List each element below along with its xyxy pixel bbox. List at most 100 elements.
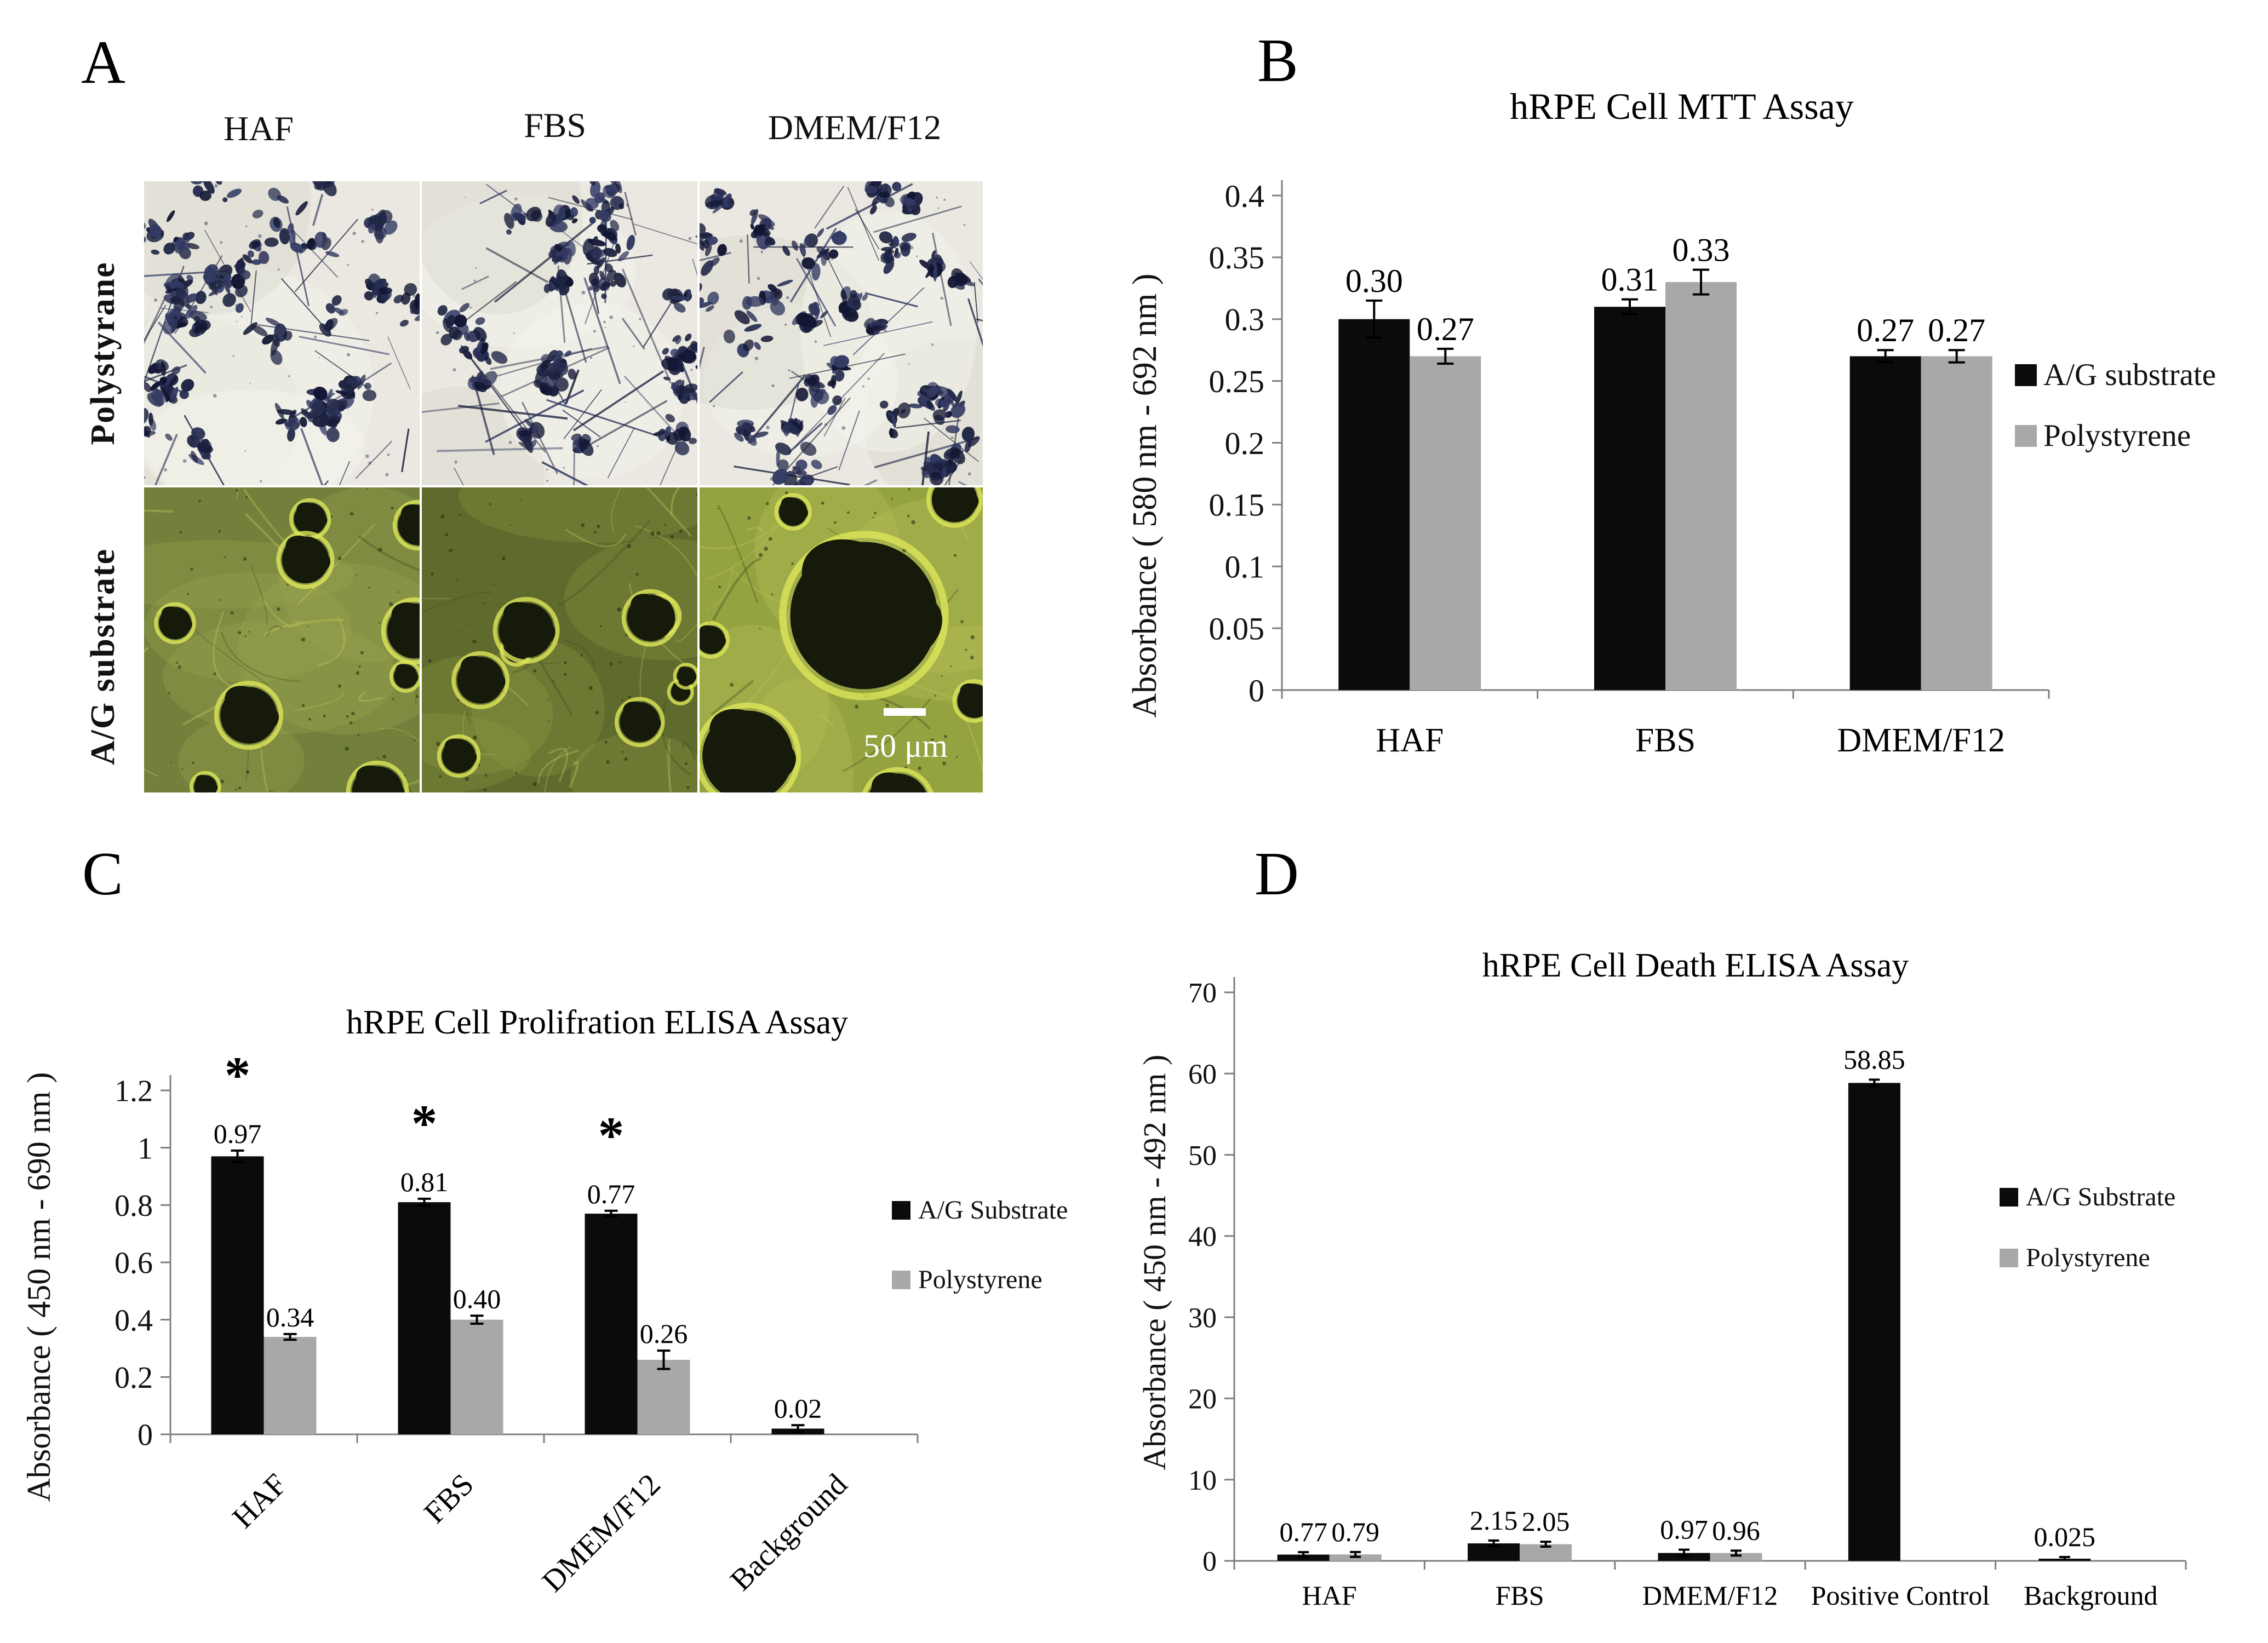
legend-label-ag-substrate: A/G Substrate	[2026, 1182, 2176, 1211]
bar-a-g-substrate-dmem-f12	[585, 1214, 638, 1434]
bar-a-g-substrate-haf	[1338, 319, 1410, 690]
bar-polystyrene-haf	[1410, 356, 1481, 690]
micrograph-polystyrene-haf	[144, 181, 420, 485]
y-tick-label: 50	[1188, 1140, 1217, 1171]
bar-value-label: 0.31	[1601, 262, 1659, 298]
bar-polystyrene-dmem-f12	[1710, 1553, 1762, 1561]
y-tick-label: 0	[1202, 1546, 1217, 1577]
y-tick-label: 0.6	[114, 1246, 153, 1280]
significance-asterisk: *	[411, 1094, 438, 1152]
bar-polystyrene-dmem-f12	[637, 1359, 690, 1434]
mtt-bar-chart: 0 0.05 0.1 0.15 0.2 0.25 0.3 0.35 0.4 0.30 0.31 0.2…	[1209, 178, 2050, 759]
bar-value-label: 58.85	[1843, 1044, 1905, 1075]
prolif-legend: A/G Substrate Polystyrene	[892, 1195, 1068, 1295]
bar-value-label: 0.81	[400, 1167, 449, 1197]
y-tick-label: 0	[1248, 673, 1264, 708]
bar-a-g-substrate-positive-control	[1848, 1083, 1900, 1561]
legend-swatch-gray	[2015, 424, 2037, 447]
y-tick-label: 0.2	[1225, 426, 1265, 461]
mtt-legend-item-polystyrene: Polystyrene	[2015, 418, 2216, 453]
legend-swatch-black	[892, 1200, 910, 1220]
bar-value-label: 0.77	[1279, 1516, 1327, 1547]
y-tick-label: 1.2	[114, 1075, 153, 1108]
y-tick-label: 70	[1188, 978, 1217, 1009]
death-legend-item-polystyrene: Polystyrene	[2000, 1243, 2175, 1273]
bar-value-label: 0.27	[1417, 311, 1474, 347]
bar-polystyrene-fbs	[450, 1319, 503, 1434]
panel-c-label: C	[82, 840, 123, 908]
bar-value-label: 0.40	[453, 1283, 501, 1314]
legend-label-polystyrene: Polystyrene	[2043, 418, 2191, 453]
death-bar-chart: 0 10 20 30 40 50 60 70 0.77 2.15 0.97 58.85 0.025 0.7…	[1188, 977, 2187, 1611]
y-tick-label: 1	[138, 1131, 153, 1165]
prolif-chart-title: hRPE Cell Prolifration ELISA Assay	[346, 1004, 849, 1041]
panel-a-column-label-haf: HAF	[223, 109, 294, 148]
legend-label-ag-substrate: A/G Substrate	[918, 1196, 1068, 1225]
bar-a-g-substrate-dmem-f12	[1849, 356, 1921, 690]
y-tick-label: 0.15	[1209, 487, 1265, 523]
bar-value-label: 0.02	[774, 1393, 822, 1423]
bar-value-label: 0.33	[1673, 232, 1730, 268]
x-category-label: DMEM/F12	[536, 1467, 667, 1599]
x-category-label: DMEM/F12	[1837, 722, 2005, 759]
panel-a-column-label-fbs: FBS	[524, 106, 586, 145]
bar-polystyrene-haf	[264, 1337, 317, 1434]
micrograph-ag-substrate-haf	[144, 487, 420, 792]
x-category-label: FBS	[1496, 1580, 1544, 1611]
y-tick-label: 0.4	[1225, 178, 1265, 214]
bar-value-label: 0.96	[1712, 1515, 1760, 1546]
scale-bar-label: 50 μm	[863, 728, 948, 764]
legend-swatch-gray	[892, 1270, 910, 1289]
y-tick-label: 0.25	[1209, 364, 1265, 399]
bar-value-label: 0.97	[1660, 1514, 1708, 1545]
mtt-chart-title: hRPE Cell MTT Assay	[1510, 85, 1854, 127]
micrograph-ag-substrate-fbs	[422, 487, 697, 792]
micrograph-ag-substrate-dmemf12	[700, 487, 983, 792]
scale-bar	[884, 708, 926, 716]
x-category-label: HAF	[1302, 1580, 1357, 1611]
legend-label-polystyrene: Polystyrene	[918, 1265, 1043, 1294]
death-chart-title: hRPE Cell Death ELISA Assay	[1482, 947, 1909, 984]
mtt-legend-item-ag: A/G substrate	[2015, 357, 2216, 393]
bar-polystyrene-fbs	[1665, 282, 1737, 690]
micrograph-polystyrene-dmemf12	[700, 181, 983, 485]
panel-a-row-label-ag-substrate: A/G substrate	[84, 548, 122, 766]
y-tick-label: 0.1	[1225, 549, 1265, 585]
x-category-label: HAF	[226, 1467, 294, 1535]
significance-asterisk: *	[598, 1106, 625, 1164]
bar-value-label: 0.97	[214, 1118, 262, 1149]
y-tick-label: 0.05	[1209, 611, 1265, 646]
significance-asterisk: *	[225, 1046, 251, 1104]
bar-value-label: 0.26	[640, 1318, 688, 1349]
prolif-legend-item-ag: A/G Substrate	[892, 1195, 1068, 1225]
bar-value-label: 0.27	[1857, 312, 1914, 348]
y-tick-label: 0.2	[114, 1361, 153, 1395]
bar-value-label: 2.15	[1470, 1505, 1518, 1536]
x-category-label: DMEM/F12	[1642, 1580, 1778, 1611]
bar-a-g-substrate-fbs	[398, 1202, 451, 1434]
bar-value-label: 2.05	[1522, 1506, 1570, 1537]
bar-value-label: 0.79	[1331, 1516, 1379, 1547]
legend-swatch-black	[2000, 1187, 2018, 1207]
y-tick-label: 20	[1188, 1384, 1217, 1415]
death-legend: A/G Substrate Polystyrene	[2000, 1182, 2175, 1273]
x-category-label: HAF	[1376, 722, 1444, 759]
x-category-label: Background	[2024, 1580, 2157, 1611]
y-tick-label: 30	[1188, 1302, 1217, 1334]
mtt-legend: A/G substrate Polystyrene	[2015, 357, 2216, 453]
y-tick-label: 0.4	[114, 1303, 153, 1337]
y-tick-label: 10	[1188, 1465, 1217, 1496]
y-tick-label: 0.35	[1209, 240, 1265, 275]
y-tick-label: 0.3	[1225, 302, 1265, 337]
micrograph-polystyrene-fbs	[422, 181, 697, 485]
x-category-label: Background	[724, 1467, 854, 1597]
bar-polystyrene-dmem-f12	[1921, 356, 1992, 690]
prolif-legend-item-polystyrene: Polystyrene	[892, 1265, 1068, 1295]
x-category-label: FBS	[1635, 722, 1696, 759]
prolif-bar-chart: 00.20.40.60.811.20.970.81 0.770.020.340.4…	[114, 1046, 919, 1599]
legend-swatch-gray	[2000, 1248, 2018, 1267]
y-tick-label: 0.8	[114, 1189, 153, 1223]
legend-swatch-black	[2015, 364, 2037, 386]
panel-a-label: A	[81, 28, 125, 96]
